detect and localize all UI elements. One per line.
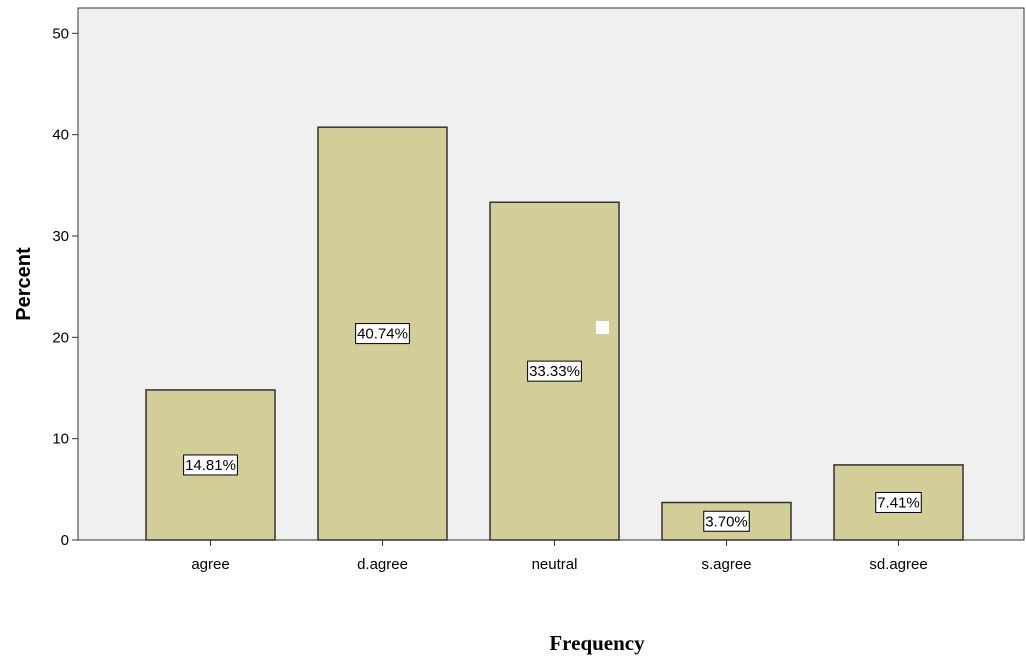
y-tick-label: 50 <box>52 25 69 42</box>
data-label: 33.33% <box>529 363 580 380</box>
y-tick-label: 0 <box>61 532 69 549</box>
data-label-box <box>875 491 922 513</box>
data-label: 3.70% <box>705 513 748 530</box>
x-tick-label: d.agree <box>357 556 408 573</box>
y-tick-label: 30 <box>52 228 69 245</box>
data-label: 40.74% <box>357 326 408 343</box>
y-tick-label: 10 <box>52 431 69 448</box>
y-tick-label: 20 <box>52 329 69 346</box>
x-tick-label: s.agree <box>701 556 751 573</box>
data-label-box <box>355 323 410 345</box>
y-axis-title: Percent <box>13 247 35 321</box>
y-axis: 0 10 20 30 40 50 <box>52 25 78 549</box>
y-tick-label: 40 <box>52 127 69 144</box>
data-label-box <box>527 360 582 382</box>
legend-marker <box>596 321 609 334</box>
data-label: 14.81% <box>185 457 236 474</box>
bars-group: 14.81% 40.74% 33.33% 3.70% 7.41% <box>145 126 964 541</box>
x-axis-title: Frequency <box>549 631 645 655</box>
data-label-box <box>183 454 238 476</box>
x-axis: agree d.agree neutral s.agree sd.agree <box>191 540 928 573</box>
x-tick-label: sd.agree <box>869 556 927 573</box>
data-label-box <box>703 510 750 532</box>
x-tick-label: agree <box>191 556 229 573</box>
x-tick-label: neutral <box>532 556 578 573</box>
data-label: 7.41% <box>877 494 920 511</box>
